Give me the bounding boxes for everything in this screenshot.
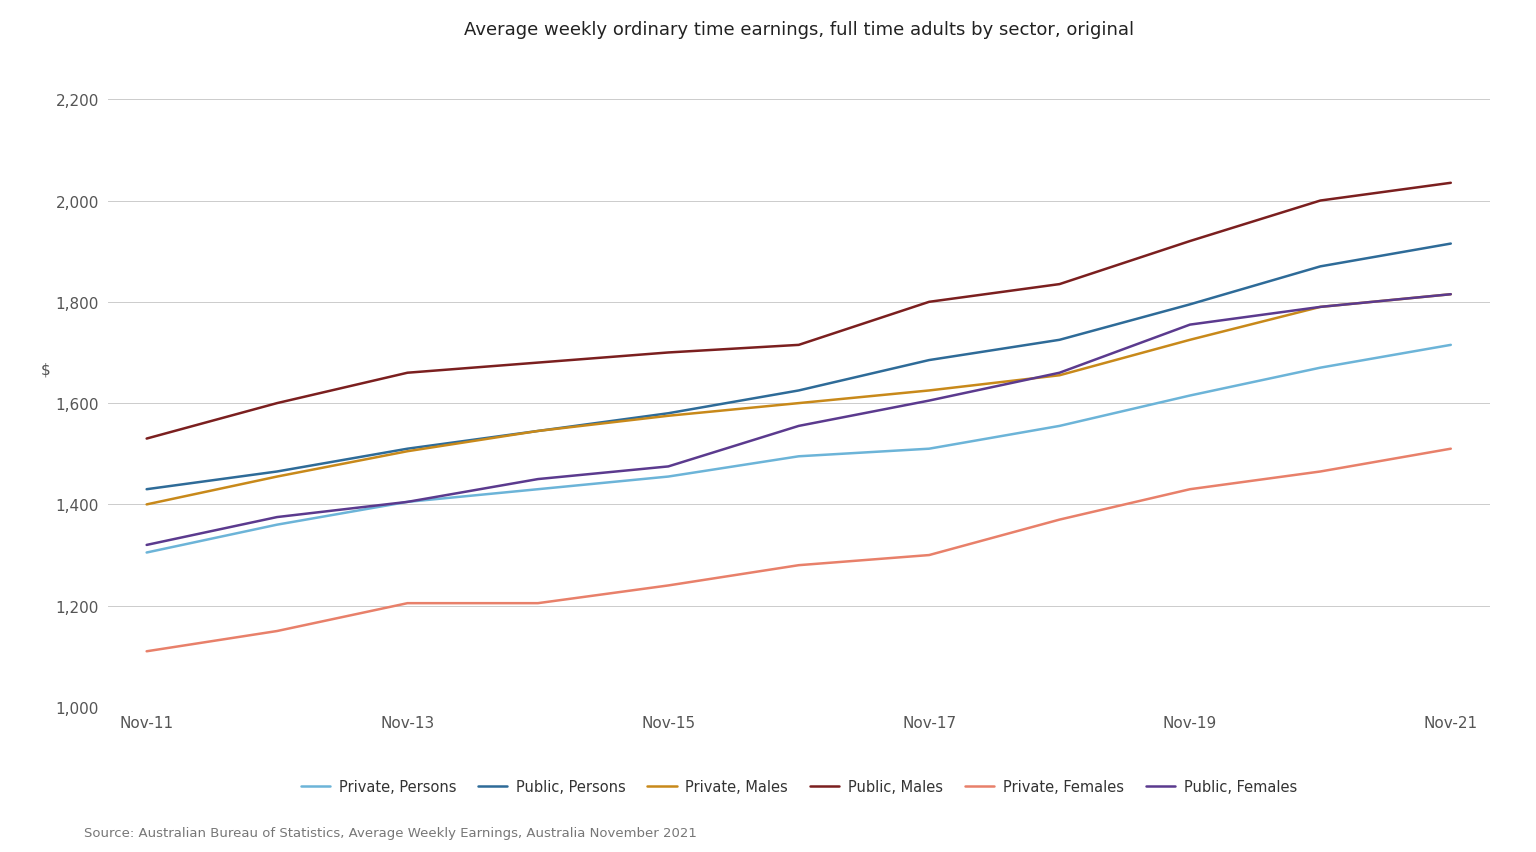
Private, Males [137, 499, 155, 509]
Public, Females [920, 396, 938, 406]
Text: Source: Australian Bureau of Statistics, Average Weekly Earnings, Australia Nove: Source: Australian Bureau of Statistics,… [84, 826, 697, 839]
Public, Males [790, 340, 808, 350]
Private, Persons [790, 452, 808, 462]
Line: Public, Females: Public, Females [146, 295, 1452, 545]
Y-axis label: $: $ [40, 362, 51, 377]
Private, Persons [1442, 340, 1461, 350]
Public, Females [1312, 302, 1330, 313]
Line: Private, Males: Private, Males [146, 295, 1452, 504]
Public, Persons [528, 426, 547, 436]
Public, Persons [1312, 262, 1330, 272]
Private, Persons [528, 485, 547, 495]
Private, Persons [1051, 421, 1069, 431]
Private, Persons [1181, 391, 1200, 401]
Private, Males [659, 412, 677, 422]
Private, Females [920, 550, 938, 561]
Public, Females [398, 498, 416, 508]
Private, Females [1051, 515, 1069, 525]
Public, Females [1051, 368, 1069, 378]
Line: Private, Females: Private, Females [146, 449, 1452, 652]
Public, Persons [1181, 300, 1200, 310]
Public, Females [137, 540, 155, 550]
Private, Persons [398, 498, 416, 508]
Private, Females [659, 581, 677, 591]
Public, Females [790, 421, 808, 431]
Private, Males [1312, 302, 1330, 313]
Public, Males [137, 434, 155, 444]
Private, Persons [920, 444, 938, 454]
Public, Males [1442, 178, 1461, 188]
Private, Persons [267, 520, 286, 530]
Private, Females [137, 647, 155, 657]
Private, Persons [659, 472, 677, 482]
Public, Persons [267, 467, 286, 477]
Private, Females [1312, 467, 1330, 477]
Public, Persons [137, 485, 155, 495]
Title: Average weekly ordinary time earnings, full time adults by sector, original: Average weekly ordinary time earnings, f… [464, 20, 1134, 38]
Line: Public, Persons: Public, Persons [146, 245, 1452, 490]
Public, Males [528, 358, 547, 368]
Public, Persons [1051, 336, 1069, 346]
Public, Males [1312, 196, 1330, 206]
Line: Public, Males: Public, Males [146, 183, 1452, 439]
Private, Males [398, 446, 416, 457]
Public, Persons [920, 355, 938, 366]
Public, Females [528, 475, 547, 485]
Public, Persons [790, 386, 808, 396]
Public, Persons [659, 409, 677, 419]
Public, Persons [1442, 239, 1461, 250]
Legend: Private, Persons, Public, Persons, Private, Males, Public, Males, Private, Femal: Private, Persons, Public, Persons, Priva… [301, 780, 1296, 794]
Public, Males [398, 368, 416, 378]
Public, Males [1051, 279, 1069, 290]
Private, Persons [1312, 363, 1330, 373]
Public, Males [920, 297, 938, 308]
Private, Females [267, 626, 286, 636]
Private, Males [920, 386, 938, 396]
Public, Females [659, 462, 677, 472]
Private, Females [528, 598, 547, 608]
Private, Persons [137, 548, 155, 558]
Public, Males [1181, 237, 1200, 247]
Private, Males [1442, 290, 1461, 300]
Private, Females [398, 598, 416, 608]
Public, Females [1181, 320, 1200, 331]
Line: Private, Persons: Private, Persons [146, 345, 1452, 553]
Public, Males [659, 348, 677, 358]
Private, Females [1181, 485, 1200, 495]
Private, Males [1051, 371, 1069, 381]
Public, Females [267, 512, 286, 522]
Public, Persons [398, 444, 416, 454]
Private, Males [1181, 336, 1200, 346]
Public, Males [267, 399, 286, 409]
Public, Females [1442, 290, 1461, 300]
Private, Females [790, 561, 808, 571]
Private, Females [1442, 444, 1461, 454]
Private, Males [267, 472, 286, 482]
Private, Males [528, 426, 547, 436]
Private, Males [790, 399, 808, 409]
